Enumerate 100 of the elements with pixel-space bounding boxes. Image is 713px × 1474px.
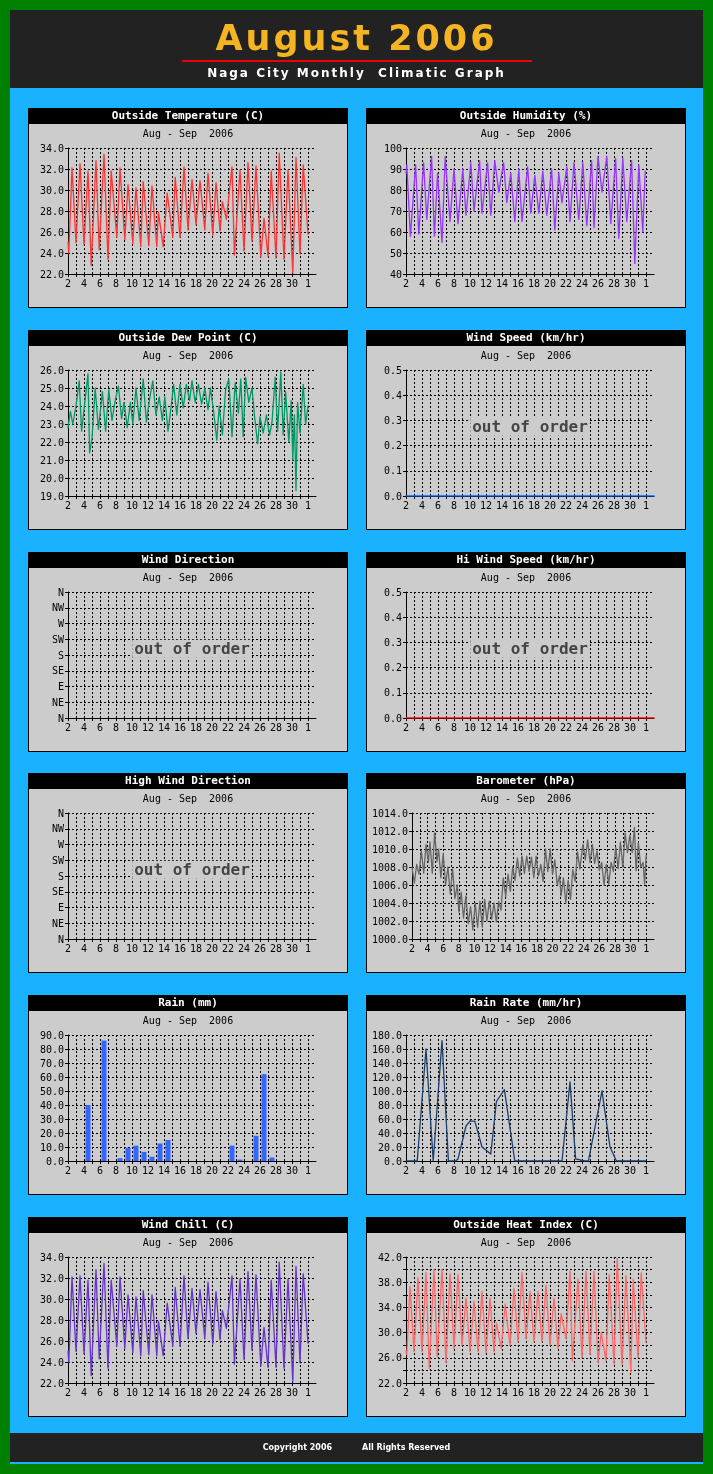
chart-subtitle: Aug - Sep 2006	[480, 571, 572, 583]
y-tick-label: 22.0	[39, 436, 64, 448]
x-tick-label: 14	[157, 1386, 171, 1398]
x-tick-label: 20	[543, 721, 557, 733]
x-tick-label: 22	[221, 1164, 235, 1176]
x-tick-label: 10	[125, 1164, 139, 1176]
annotation: out of order	[472, 639, 588, 659]
line-series	[67, 1261, 309, 1383]
y-tick-label: S	[57, 649, 64, 661]
y-tick-label: W	[57, 618, 65, 629]
chart-title: Outside Dew Point (C)	[118, 331, 258, 344]
x-tick-label: 20	[543, 499, 557, 511]
x-tick-label: 12	[141, 942, 155, 954]
y-tick-label: 70	[389, 205, 402, 217]
x-tick-label: 16	[173, 721, 187, 733]
y-tick-label: 0.0	[383, 712, 402, 724]
y-tick-label: 80.0	[377, 1099, 402, 1111]
x-tick-label: 26	[253, 1386, 267, 1398]
x-tick-label: 22	[559, 1164, 573, 1176]
chart-subtitle: Aug - Sep 2006	[142, 127, 234, 139]
x-tick-label: 6	[96, 1164, 104, 1176]
chart-title: Rain Rate (mm/hr)	[469, 996, 583, 1009]
x-tick-label: 12	[479, 721, 493, 733]
y-tick-label: SW	[51, 854, 65, 866]
chart-title: Outside Heat Index (C)	[453, 1218, 599, 1231]
x-tick-label: 12	[141, 1386, 155, 1398]
x-tick-label: 12	[479, 1386, 493, 1398]
x-tick-label: 2	[402, 1386, 410, 1398]
bar	[117, 1158, 123, 1161]
x-tick-label: 2	[402, 499, 410, 511]
line-series	[405, 155, 646, 265]
y-tick-label: 1000.0	[371, 933, 408, 945]
x-tick-label: 18	[189, 1164, 203, 1176]
y-tick-label: S	[57, 870, 64, 882]
y-tick-label: 0.0	[383, 1155, 402, 1167]
chart-subtitle: Aug - Sep 2006	[480, 127, 572, 139]
y-tick-label: 32.0	[39, 1272, 64, 1284]
x-tick-label: 28	[607, 1164, 621, 1176]
x-tick-label: 18	[527, 277, 541, 289]
x-tick-label: 22	[221, 1386, 235, 1398]
x-tick-label: 16	[173, 499, 187, 511]
y-tick-label: 19.0	[39, 490, 64, 502]
x-tick-label: 4	[424, 942, 431, 954]
y-tick-label: 22.0	[39, 1377, 64, 1389]
x-tick-label: 26	[253, 277, 267, 289]
x-tick-label: 30	[285, 277, 299, 289]
x-tick-label: 28	[269, 721, 283, 733]
y-tick-label: 140.0	[371, 1057, 402, 1069]
chart-subtitle: Aug - Sep 2006	[480, 1236, 572, 1248]
x-tick-label: 6	[96, 499, 104, 511]
x-tick-label: 6	[96, 1386, 104, 1398]
chart-subtitle: Aug - Sep 2006	[142, 349, 234, 361]
chart-title: Outside Humidity (%)	[459, 109, 593, 122]
y-tick-label: 30.0	[39, 1113, 64, 1125]
x-tick-label: 2	[402, 721, 410, 733]
bar	[85, 1105, 91, 1161]
y-tick-label: 28.0	[39, 205, 64, 217]
y-tick-label: 10.0	[39, 1141, 64, 1153]
text: All Rights Reserved	[362, 1443, 451, 1452]
x-tick-label: 4	[80, 942, 88, 954]
y-tick-label: 1014.0	[371, 807, 408, 819]
x-tick-label: 8	[112, 499, 120, 511]
y-tick-label: E	[57, 681, 64, 692]
y-tick-label: 0.1	[383, 687, 402, 699]
y-tick-label: 1010.0	[371, 843, 408, 855]
x-tick-label: 14	[495, 277, 509, 289]
x-tick-label: 24	[577, 942, 590, 954]
y-tick-label: N	[57, 586, 64, 598]
y-tick-label: 180.0	[371, 1029, 402, 1041]
x-tick-label: 18	[189, 1386, 203, 1398]
y-tick-label: 42.0	[377, 1251, 402, 1263]
x-tick-label: 20	[205, 721, 219, 733]
x-tick-label: 24	[237, 277, 251, 289]
x-tick-label: 24	[237, 1386, 251, 1398]
y-tick-label: 26.0	[39, 226, 64, 238]
x-tick-label: 14	[157, 942, 171, 954]
x-tick-label: 14	[495, 721, 509, 733]
x-tick-label: 8	[450, 1386, 458, 1398]
x-tick-label: 10	[468, 942, 481, 954]
x-tick-label: 30	[623, 1386, 637, 1398]
y-tick-label: 160.0	[371, 1043, 402, 1055]
x-tick-label: 10	[125, 721, 139, 733]
bar	[253, 1135, 259, 1161]
x-tick-label: 22	[562, 942, 575, 954]
y-tick-label: NE	[51, 696, 64, 708]
x-tick-label: 18	[189, 942, 203, 954]
x-tick-label: 30	[624, 942, 637, 954]
x-tick-label: 6	[434, 499, 442, 511]
y-tick-label: SW	[51, 633, 65, 645]
x-tick-label: 1	[304, 942, 312, 954]
chart-title: High Wind Direction	[125, 774, 251, 787]
chart-title: Barometer (hPa)	[476, 774, 576, 787]
x-tick-label: 30	[623, 721, 637, 733]
x-tick-label: 28	[607, 499, 621, 511]
x-tick-label: 30	[285, 942, 299, 954]
y-tick-label: W	[57, 839, 65, 850]
y-tick-label: 0.5	[383, 364, 402, 376]
x-tick-label: 30	[285, 1164, 299, 1176]
x-tick-label: 16	[173, 942, 187, 954]
x-tick-label: 22	[559, 1386, 573, 1398]
